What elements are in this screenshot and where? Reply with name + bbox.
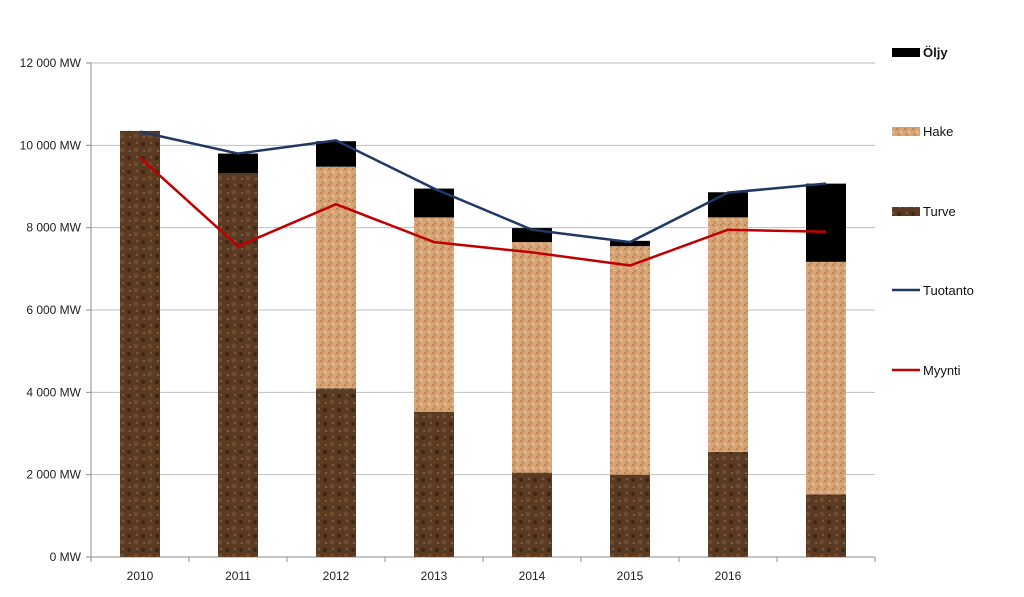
bar-turve-2013	[414, 411, 454, 557]
bar-turve-2011	[218, 173, 258, 557]
bar-ljy-2016	[708, 192, 748, 218]
bar-hake-2012	[316, 166, 356, 389]
bar-hake-2014	[512, 242, 552, 473]
bar-turve-2012	[316, 388, 356, 557]
bar-ljy-2011	[218, 153, 258, 174]
y-tick-label: 6 000 MW	[26, 303, 81, 317]
bar-turve-2014	[512, 472, 552, 557]
bar-ljy-last	[806, 183, 846, 262]
bar-ljy-2015	[610, 240, 650, 247]
line-tuotanto	[139, 130, 827, 244]
legend-swatch-ljy	[892, 48, 920, 57]
y-tick-label: 0 MW	[50, 550, 82, 564]
x-tick-label: 2015	[617, 569, 644, 583]
bar-ljy-2012	[316, 141, 356, 167]
legend-label-turve: Turve	[923, 204, 956, 219]
legend-label-tuotanto: Tuotanto	[923, 283, 974, 298]
legend-label-hake: Hake	[923, 124, 953, 139]
bar-hake-2016	[708, 217, 748, 453]
bar-hake-last	[806, 261, 846, 495]
x-tick-label: 2016	[715, 569, 742, 583]
legend-swatch-hake	[892, 127, 920, 136]
bar-hake-2015	[610, 246, 650, 475]
gridlines	[86, 62, 876, 562]
bar-turve-last	[806, 494, 846, 557]
y-tick-label: 2 000 MW	[26, 468, 81, 482]
bar-hake-2013	[414, 217, 454, 412]
x-tick-label: 2011	[225, 569, 251, 583]
x-tick-label: 2010	[127, 569, 154, 583]
y-tick-label: 4 000 MW	[26, 385, 81, 399]
y-tick-label: 8 000 MW	[26, 221, 81, 235]
legend: Öljy Hake Turve Tuotanto Myynti	[892, 45, 974, 378]
line-myynti	[139, 156, 827, 267]
legend-label-ljy: Öljy	[923, 45, 948, 60]
x-tick-label: 2014	[519, 569, 546, 583]
lines	[139, 130, 827, 267]
legend-label-myynti: Myynti	[923, 363, 961, 378]
bar-turve-2016	[708, 452, 748, 557]
y-tick-label: 10 000 MW	[20, 138, 82, 152]
bar-turve-2015	[610, 474, 650, 557]
bar-turve-2010	[120, 130, 160, 558]
x-tick-label: 2012	[323, 569, 350, 583]
y-tick-label: 12 000 MW	[20, 56, 82, 70]
bar-ljy-2013	[414, 188, 454, 218]
y-axis-ticks: 0 MW 2 000 MW 4 000 MW 6 000 MW 8 000 MW 10 0…	[20, 56, 82, 564]
bars	[120, 130, 846, 558]
x-axis-ticks: 2010 2011 2012 2013 2014 2015 2016	[127, 569, 742, 583]
legend-swatch-turve	[892, 207, 920, 216]
x-tick-label: 2013	[421, 569, 448, 583]
